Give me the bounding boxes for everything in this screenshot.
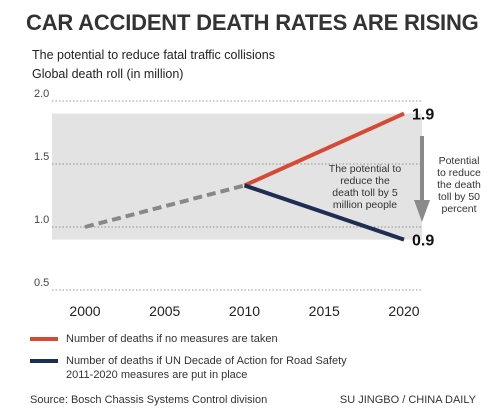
y-tick-label: 1.0 [34, 214, 49, 226]
chart-subtitle: The potential to reduce fatal traffic co… [32, 48, 275, 62]
x-tick-label: 2005 [149, 303, 180, 319]
down-arrow-icon [414, 200, 430, 222]
y-tick-label: 1.5 [34, 151, 49, 163]
source-note: Source: Bosch Chassis Systems Control di… [30, 394, 268, 406]
legend-label-un-measures-line1: Number of deaths if UN Decade of Action … [66, 355, 347, 367]
legend-swatch-red [30, 337, 58, 341]
x-tick-label: 2020 [388, 303, 419, 319]
percent-annotation: Potential to reduce the death toll by 50… [437, 155, 481, 215]
legend-label-no-measures: Number of deaths if no measures are take… [66, 333, 278, 345]
series-line-un-measures [243, 183, 405, 242]
arrow-shaft [420, 136, 424, 200]
end-label-no-measures: 1.9 [412, 107, 434, 124]
y-tick-label: 0.5 [34, 277, 49, 289]
reduction-annotation: The potential to reduce the death toll b… [328, 163, 402, 211]
x-tick-label: 2010 [229, 303, 260, 319]
x-tick-label: 2015 [309, 303, 340, 319]
legend-swatch-navy [30, 359, 58, 363]
legend-label-un-measures-line2: 2011-2020 measures are put in place [66, 369, 248, 381]
end-label-un-measures: 0.9 [412, 233, 434, 250]
chart-unit-label: Global death roll (in million) [32, 67, 184, 81]
chart-title: CAR ACCIDENT DEATH RATES ARE RISING [26, 10, 479, 35]
y-tick-label: 2.0 [34, 88, 49, 100]
credit-line: SU JINGBO / CHINA DAILY [339, 394, 476, 406]
x-tick-label: 2000 [69, 303, 100, 319]
series-line-no-measures [243, 111, 405, 188]
